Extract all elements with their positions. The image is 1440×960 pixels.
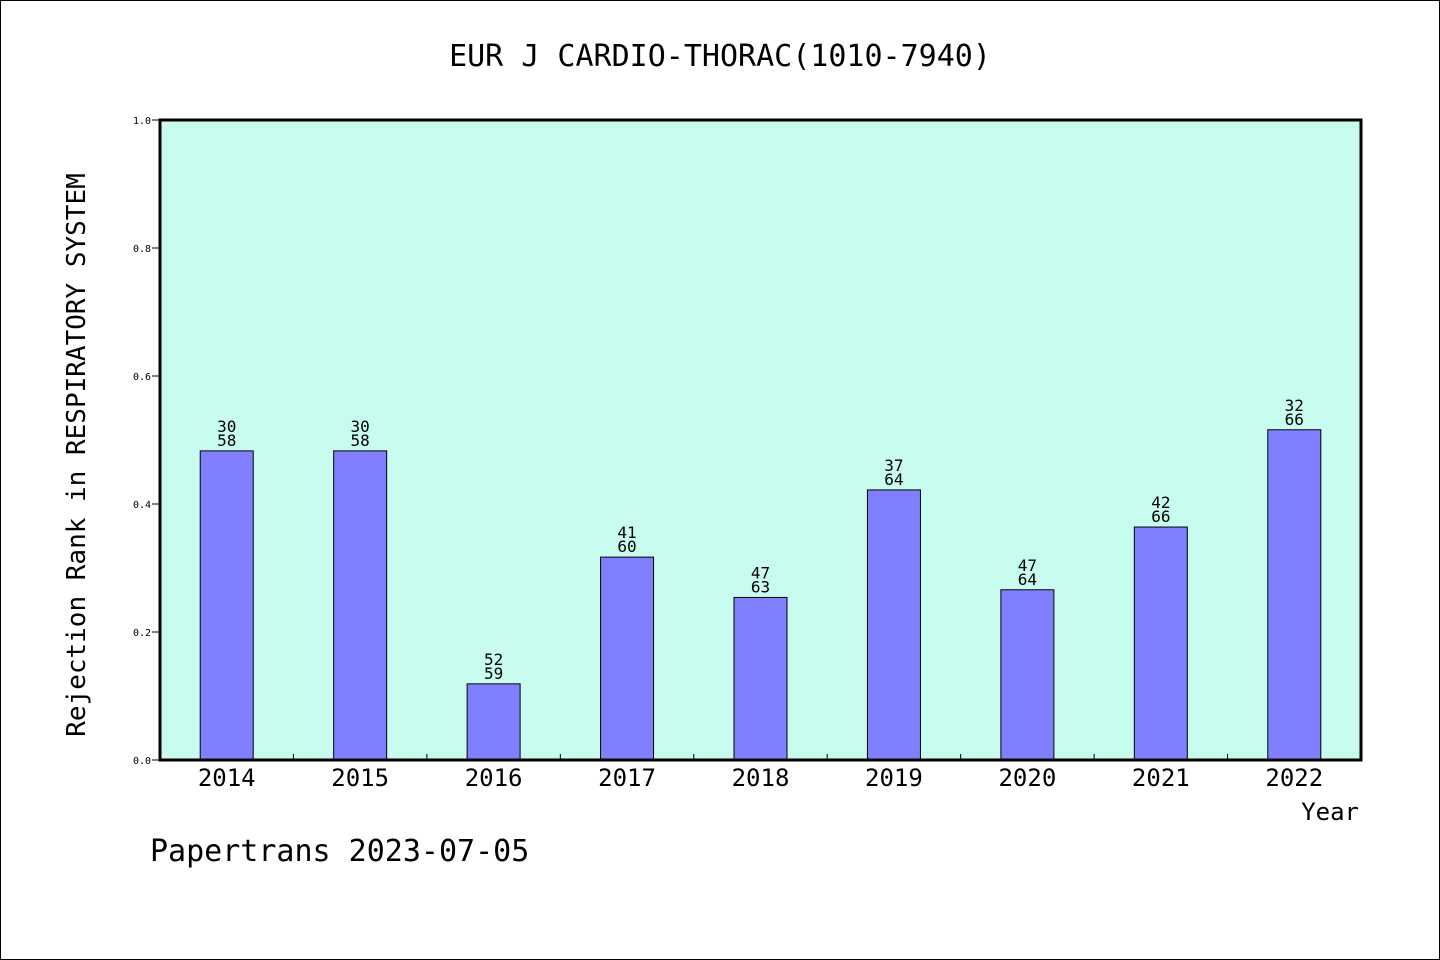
bar [1133, 526, 1188, 761]
y-axis-label: Rejection Rank in RESPIRATORY SYSTEM [62, 173, 92, 737]
data-label-top: 37 [884, 456, 903, 475]
bar [733, 596, 788, 761]
x-tick-label: 2021 [1132, 764, 1190, 792]
chart-title: EUR J CARDIO-THORAC(1010-7940) [449, 39, 991, 74]
y-tick-label: 0.4 [133, 500, 151, 511]
y-tick-label: 0.8 [133, 244, 151, 255]
x-tick-label: 2020 [998, 764, 1056, 792]
footer-credit: Papertrans 2023-07-05 [150, 834, 530, 869]
data-label-bottom: 64 [1018, 570, 1037, 589]
bar [1000, 589, 1055, 761]
x-tick-label: 2018 [732, 764, 790, 792]
data-label-top: 30 [351, 417, 370, 436]
data-label-top: 41 [617, 523, 636, 542]
bar [199, 450, 254, 761]
data-label-bottom: 64 [884, 470, 903, 489]
x-tick-label: 2016 [465, 764, 523, 792]
data-label-bottom: 66 [1285, 410, 1304, 429]
data-label-bottom: 58 [351, 431, 370, 450]
data-label-bottom: 60 [617, 537, 636, 556]
plot-border [158, 118, 1363, 762]
data-label-top: 30 [217, 417, 236, 436]
x-axis-label: Year [1301, 798, 1359, 826]
data-label-top: 47 [1018, 556, 1037, 575]
x-tick-label: 2017 [598, 764, 656, 792]
x-tick-label: 2015 [331, 764, 389, 792]
bar [333, 450, 388, 761]
data-label-bottom: 66 [1151, 507, 1170, 526]
data-label-top: 47 [751, 563, 770, 582]
bar [1267, 429, 1322, 761]
x-tick-label: 2019 [865, 764, 923, 792]
y-tick-label: 0.2 [133, 628, 151, 639]
x-tick-label: 2022 [1265, 764, 1323, 792]
y-tick-label: 0.6 [133, 372, 151, 383]
data-label-top: 32 [1285, 396, 1304, 415]
data-label-bottom: 63 [751, 577, 770, 596]
bar [600, 556, 655, 761]
bar [466, 683, 521, 761]
x-tick-label: 2014 [198, 764, 256, 792]
data-label-top: 52 [484, 650, 503, 669]
y-tick-label: 0.0 [133, 756, 151, 767]
data-label-top: 42 [1151, 493, 1170, 512]
data-label-bottom: 59 [484, 664, 503, 683]
data-label-bottom: 58 [217, 431, 236, 450]
y-tick-label: 1.0 [133, 116, 151, 127]
bar [866, 489, 921, 761]
